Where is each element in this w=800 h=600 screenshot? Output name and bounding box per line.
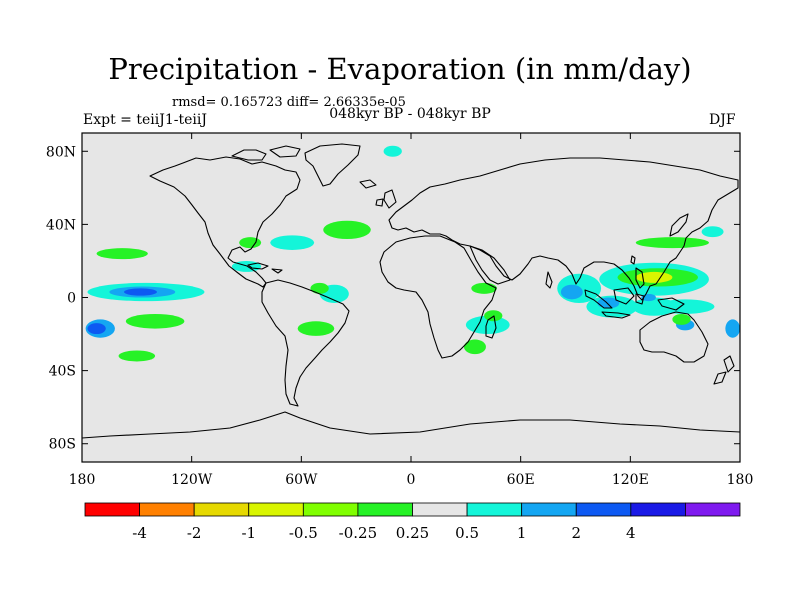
x-tick-label: 120E [612,472,649,488]
anomaly-region [635,237,709,249]
colorbar-label: 0.5 [455,524,479,542]
x-tick-label: 60E [507,472,535,488]
colorbar-swatch [193,502,250,517]
anomaly-region [125,313,185,329]
anomaly-region [471,282,497,294]
anomaly-region [87,323,106,335]
y-tick-label: 40N [46,217,76,233]
colorbar-swatch [466,502,523,517]
stats-label: rmsd= 0.165723 diff= 2.66335e-05 [172,95,406,110]
y-tick-label: 40S [49,364,76,380]
colorbar-label: 4 [626,524,636,542]
colorbar-swatch [139,502,195,517]
colorbar-label: -0.5 [289,524,318,542]
colorbar-label: 1 [517,524,527,542]
anomaly-region [323,220,371,240]
y-tick-label: 0 [67,291,76,307]
y-tick-label: 80N [46,144,76,160]
anomaly-region [560,284,583,300]
map-axes: 180 120W 60W 0 60E 120E 180 80N 40N 0 40S 80S [46,133,753,488]
x-tick-label: 0 [407,472,416,488]
x-tick-label: 120W [171,472,213,488]
colorbar-swatch [521,502,577,517]
colorbar-swatch [84,502,140,517]
anomaly-region [725,319,740,338]
anomaly-contours [85,145,740,362]
x-tick-label: 60W [285,472,318,488]
anomaly-region [597,297,620,309]
plot-title: Precipitation - Evaporation (in mm/day) [108,52,692,86]
period-label: 048kyr BP - 048kyr BP [329,106,491,122]
anomaly-region [310,282,329,294]
colorbar-label: -2 [187,524,202,542]
experiment-label: Expt = teiiJ1-teiiJ [83,112,207,128]
anomaly-region [270,235,315,250]
colorbar-label: 0.25 [396,524,429,542]
season-label: DJF [709,112,736,128]
colorbar-label: -1 [241,524,256,542]
anomaly-region [124,288,157,296]
anomaly-region [635,271,673,283]
anomaly-region [484,310,503,322]
colorbar-swatch [575,502,632,517]
colorbar: -4 -2 -1 -0.5 -0.25 0.25 0.5 1 2 4 [84,502,741,542]
anomaly-region [96,248,148,260]
colorbar-swatch [412,502,468,517]
anomaly-region [672,313,691,325]
anomaly-region [465,315,510,335]
colorbar-label: 2 [571,524,581,542]
coastlines [81,143,741,439]
anomaly-region [118,350,156,362]
colorbar-label: -4 [132,524,147,542]
colorbar-label: -0.25 [339,524,377,542]
colorbar-swatch [248,502,304,517]
x-tick-label: 180 [69,472,96,488]
colorbar-swatch [630,502,686,517]
y-tick-label: 80S [49,437,76,453]
anomaly-region [239,237,262,249]
colorbar-swatch [357,502,413,517]
x-tick-label: 180 [727,472,754,488]
anomaly-region [655,299,715,314]
colorbar-swatch [302,502,359,517]
anomaly-region [297,321,335,336]
anomaly-region [464,339,486,355]
anomaly-region [383,145,402,157]
colorbar-swatch [685,502,741,517]
anomaly-region [701,226,724,238]
